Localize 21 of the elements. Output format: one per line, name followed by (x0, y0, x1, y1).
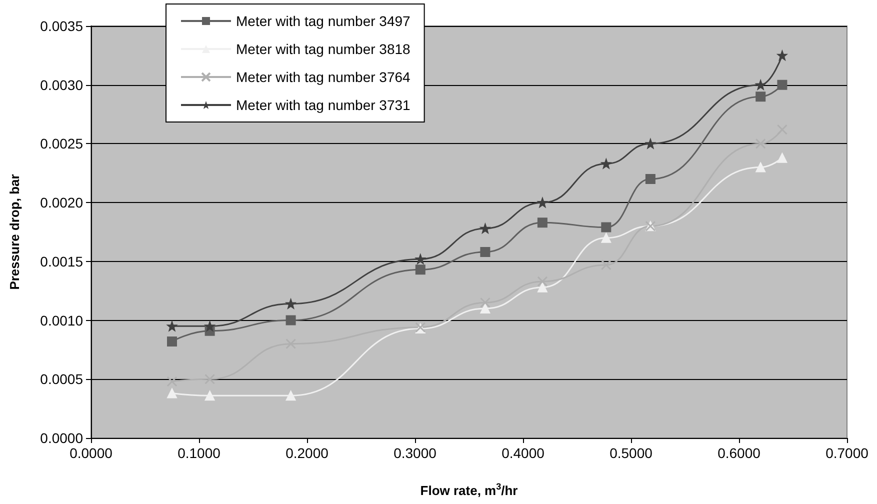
y-tick-label: 0.0035 (40, 18, 84, 34)
x-tick-label: 0.6000 (718, 445, 761, 461)
x-tick-label: 0.2000 (286, 445, 329, 461)
y-tick-label: 0.0015 (40, 253, 84, 270)
y-tick-label: 0.0000 (40, 430, 84, 446)
legend-label: Meter with tag number 3731 (236, 97, 411, 113)
x-tick-label: 0.5000 (610, 445, 653, 461)
legend-label: Meter with tag number 3764 (236, 69, 411, 85)
y-tick-label: 0.0005 (40, 371, 84, 388)
x-tick-label: 0.7000 (826, 445, 869, 461)
x-tick-label: 0.4000 (502, 445, 545, 461)
y-tick-label: 0.0020 (40, 194, 84, 211)
y-axis-title: Pressure drop, bar (7, 174, 22, 290)
x-tick-label: 0.1000 (178, 445, 221, 461)
y-tick-label: 0.0030 (40, 76, 84, 93)
legend-label: Meter with tag number 3818 (236, 41, 411, 57)
y-tick-label: 0.0010 (40, 312, 84, 328)
x-tick-label: 0.3000 (394, 445, 437, 461)
legend-label: Meter with tag number 3497 (236, 13, 411, 29)
x-tick-label: 0.0000 (70, 445, 113, 461)
y-tick-label: 0.0025 (40, 136, 84, 152)
